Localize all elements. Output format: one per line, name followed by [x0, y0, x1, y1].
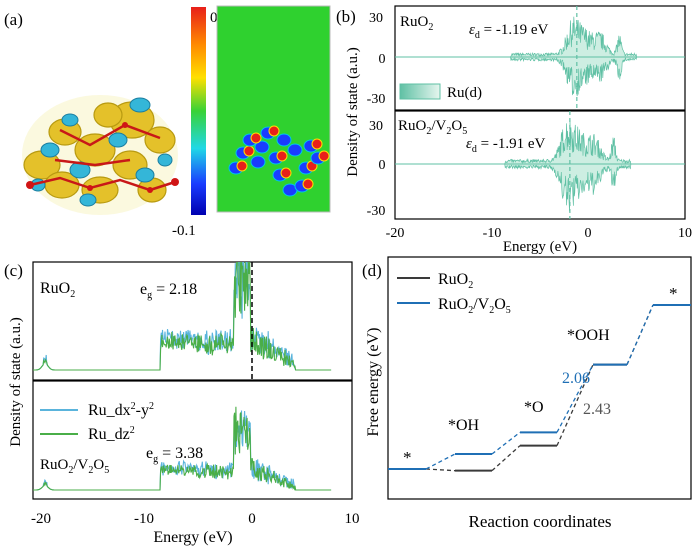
b-legend: Ru(d): [399, 83, 482, 101]
colorbar: [191, 7, 206, 215]
d-step-label: *OH: [448, 417, 480, 434]
b-top-d-band-center: εd = -1.19 eV: [469, 22, 549, 41]
d-step-label: *O: [524, 399, 544, 416]
free-energy-steps: [388, 304, 691, 472]
b-bottom-ytick: 30: [369, 119, 383, 134]
c-xtick: -10: [134, 511, 154, 527]
c-legend-label-dx2y2: Ru_dx2-y2: [88, 401, 154, 419]
c-legend-label-dz2: Ru_dz2: [88, 425, 135, 443]
c-top-dz2-series: [33, 262, 332, 371]
charge-density-map: [216, 5, 331, 213]
c-xtick: 0: [248, 511, 256, 527]
charge-density-spot: [311, 138, 323, 150]
b-top-material-label: RuO2: [400, 14, 433, 33]
panel-c-xlabel: Energy (eV): [153, 529, 232, 546]
charge-density-spot: [276, 133, 292, 147]
panel-d-label: (d): [362, 261, 382, 280]
b-legend-label: Ru(d): [447, 85, 482, 101]
charge-density-spot: [280, 167, 292, 179]
dos-c-bottom-series: [33, 406, 332, 491]
c-xtick: -20: [31, 511, 51, 527]
c-top-eg-value: eg = 2.18: [140, 281, 197, 301]
charge-density-spot: [287, 143, 303, 157]
b-bottom-d-band-center: εd = -1.91 eV: [466, 136, 546, 155]
panel-d: (d) Free energy (eV) Reaction coordinate…: [362, 256, 692, 531]
panel-b-ylabel: Density of state (a.u.): [345, 47, 361, 177]
b-xtick: 0: [585, 226, 592, 241]
c-bottom-dz2-series: [33, 406, 332, 491]
panel-b: (b) Density of state (a.u.) 30 0 -30 30 …: [336, 5, 692, 255]
panel-d-xlabel: Reaction coordinates: [468, 512, 611, 531]
c-xtick: 10: [345, 511, 360, 527]
b-top-ytick: 0: [379, 52, 386, 67]
b-xtick: 10: [678, 226, 692, 241]
colorbar-min-label: -0.1: [172, 223, 196, 239]
d-step-label: *: [669, 284, 678, 303]
b-xtick: -20: [386, 226, 405, 241]
c-bottom-material-label: RuO2/V2O5: [40, 457, 109, 476]
d-legend-label-ruo2-v2o5: RuO2/V2O5: [438, 296, 511, 316]
ruo2-v2o5-connector: [425, 453, 456, 470]
ruo2-v2o5-connector: [626, 304, 654, 365]
panel-a: (a): [4, 5, 331, 239]
panel-c-label: (c): [4, 261, 23, 280]
dos-b-bottom-series: [395, 119, 685, 212]
d-step-label: *: [403, 448, 412, 467]
panel-c: (c) Density of state (a.u.) RuO2 eg = 2.…: [4, 261, 360, 546]
b-top-ytick: 30: [369, 11, 383, 26]
panel-b-top-frame: [394, 5, 686, 111]
ruo2-v2o5-connector: [491, 431, 521, 455]
b-bottom-ytick: 0: [379, 158, 386, 173]
c-bottom-eg-value: eg = 3.38: [146, 445, 203, 465]
panel-b-bottom-frame: [394, 110, 686, 220]
dos-c-top-series: [33, 262, 332, 371]
panel-c-top-frame: [32, 261, 353, 381]
charge-density-spot: [276, 150, 288, 162]
charge-density-spot: [302, 178, 314, 190]
ruo2-connector: [556, 364, 594, 446]
ruo2-connector: [491, 445, 521, 472]
c-legend: Ru_dx2-y2 Ru_dz2: [40, 401, 154, 443]
ruo2-v2o5-ru-d-spin-down: [395, 163, 666, 212]
ruo2-v2o5-connector: [556, 364, 594, 433]
charge-density-spot: [250, 155, 266, 169]
d-overpotential-black: 2.43: [583, 401, 611, 418]
charge-density-structure-image: [22, 95, 179, 215]
charge-density-spot: [268, 125, 280, 137]
panel-b-label: (b): [336, 7, 356, 26]
panel-d-frame: [387, 256, 692, 500]
d-legend: RuO2 RuO2/V2O5: [397, 271, 511, 316]
b-bottom-ytick: -30: [367, 204, 386, 219]
b-legend-swatch: [399, 83, 441, 100]
charge-density-spot: [243, 145, 255, 157]
d-step-label: *OOH: [567, 327, 610, 344]
charge-density-spot: [254, 140, 270, 154]
ruo2-connector: [425, 468, 456, 472]
dos-b-top-series: [395, 16, 685, 97]
d-legend-label-ruo2: RuO2: [438, 271, 473, 291]
panel-b-xlabel: Energy (eV): [503, 239, 577, 255]
charge-density-spot: [236, 160, 248, 172]
d-overpotential-blue: 2.06: [562, 370, 590, 387]
c-top-dx2y2-series: [33, 262, 332, 371]
c-top-material-label: RuO2: [40, 280, 75, 300]
b-bottom-material-label: RuO2/V2O5: [398, 118, 467, 137]
charge-density-spot: [318, 150, 330, 162]
b-top-ytick: -30: [367, 92, 386, 107]
panel-c-bottom-frame: [32, 380, 353, 500]
b-xtick: -10: [483, 226, 502, 241]
panel-d-ylabel: Free energy (eV): [365, 328, 382, 437]
charge-density-spot: [250, 132, 262, 144]
panel-c-ylabel: Density of state (a.u.): [8, 317, 24, 447]
panel-a-label: (a): [4, 10, 23, 29]
